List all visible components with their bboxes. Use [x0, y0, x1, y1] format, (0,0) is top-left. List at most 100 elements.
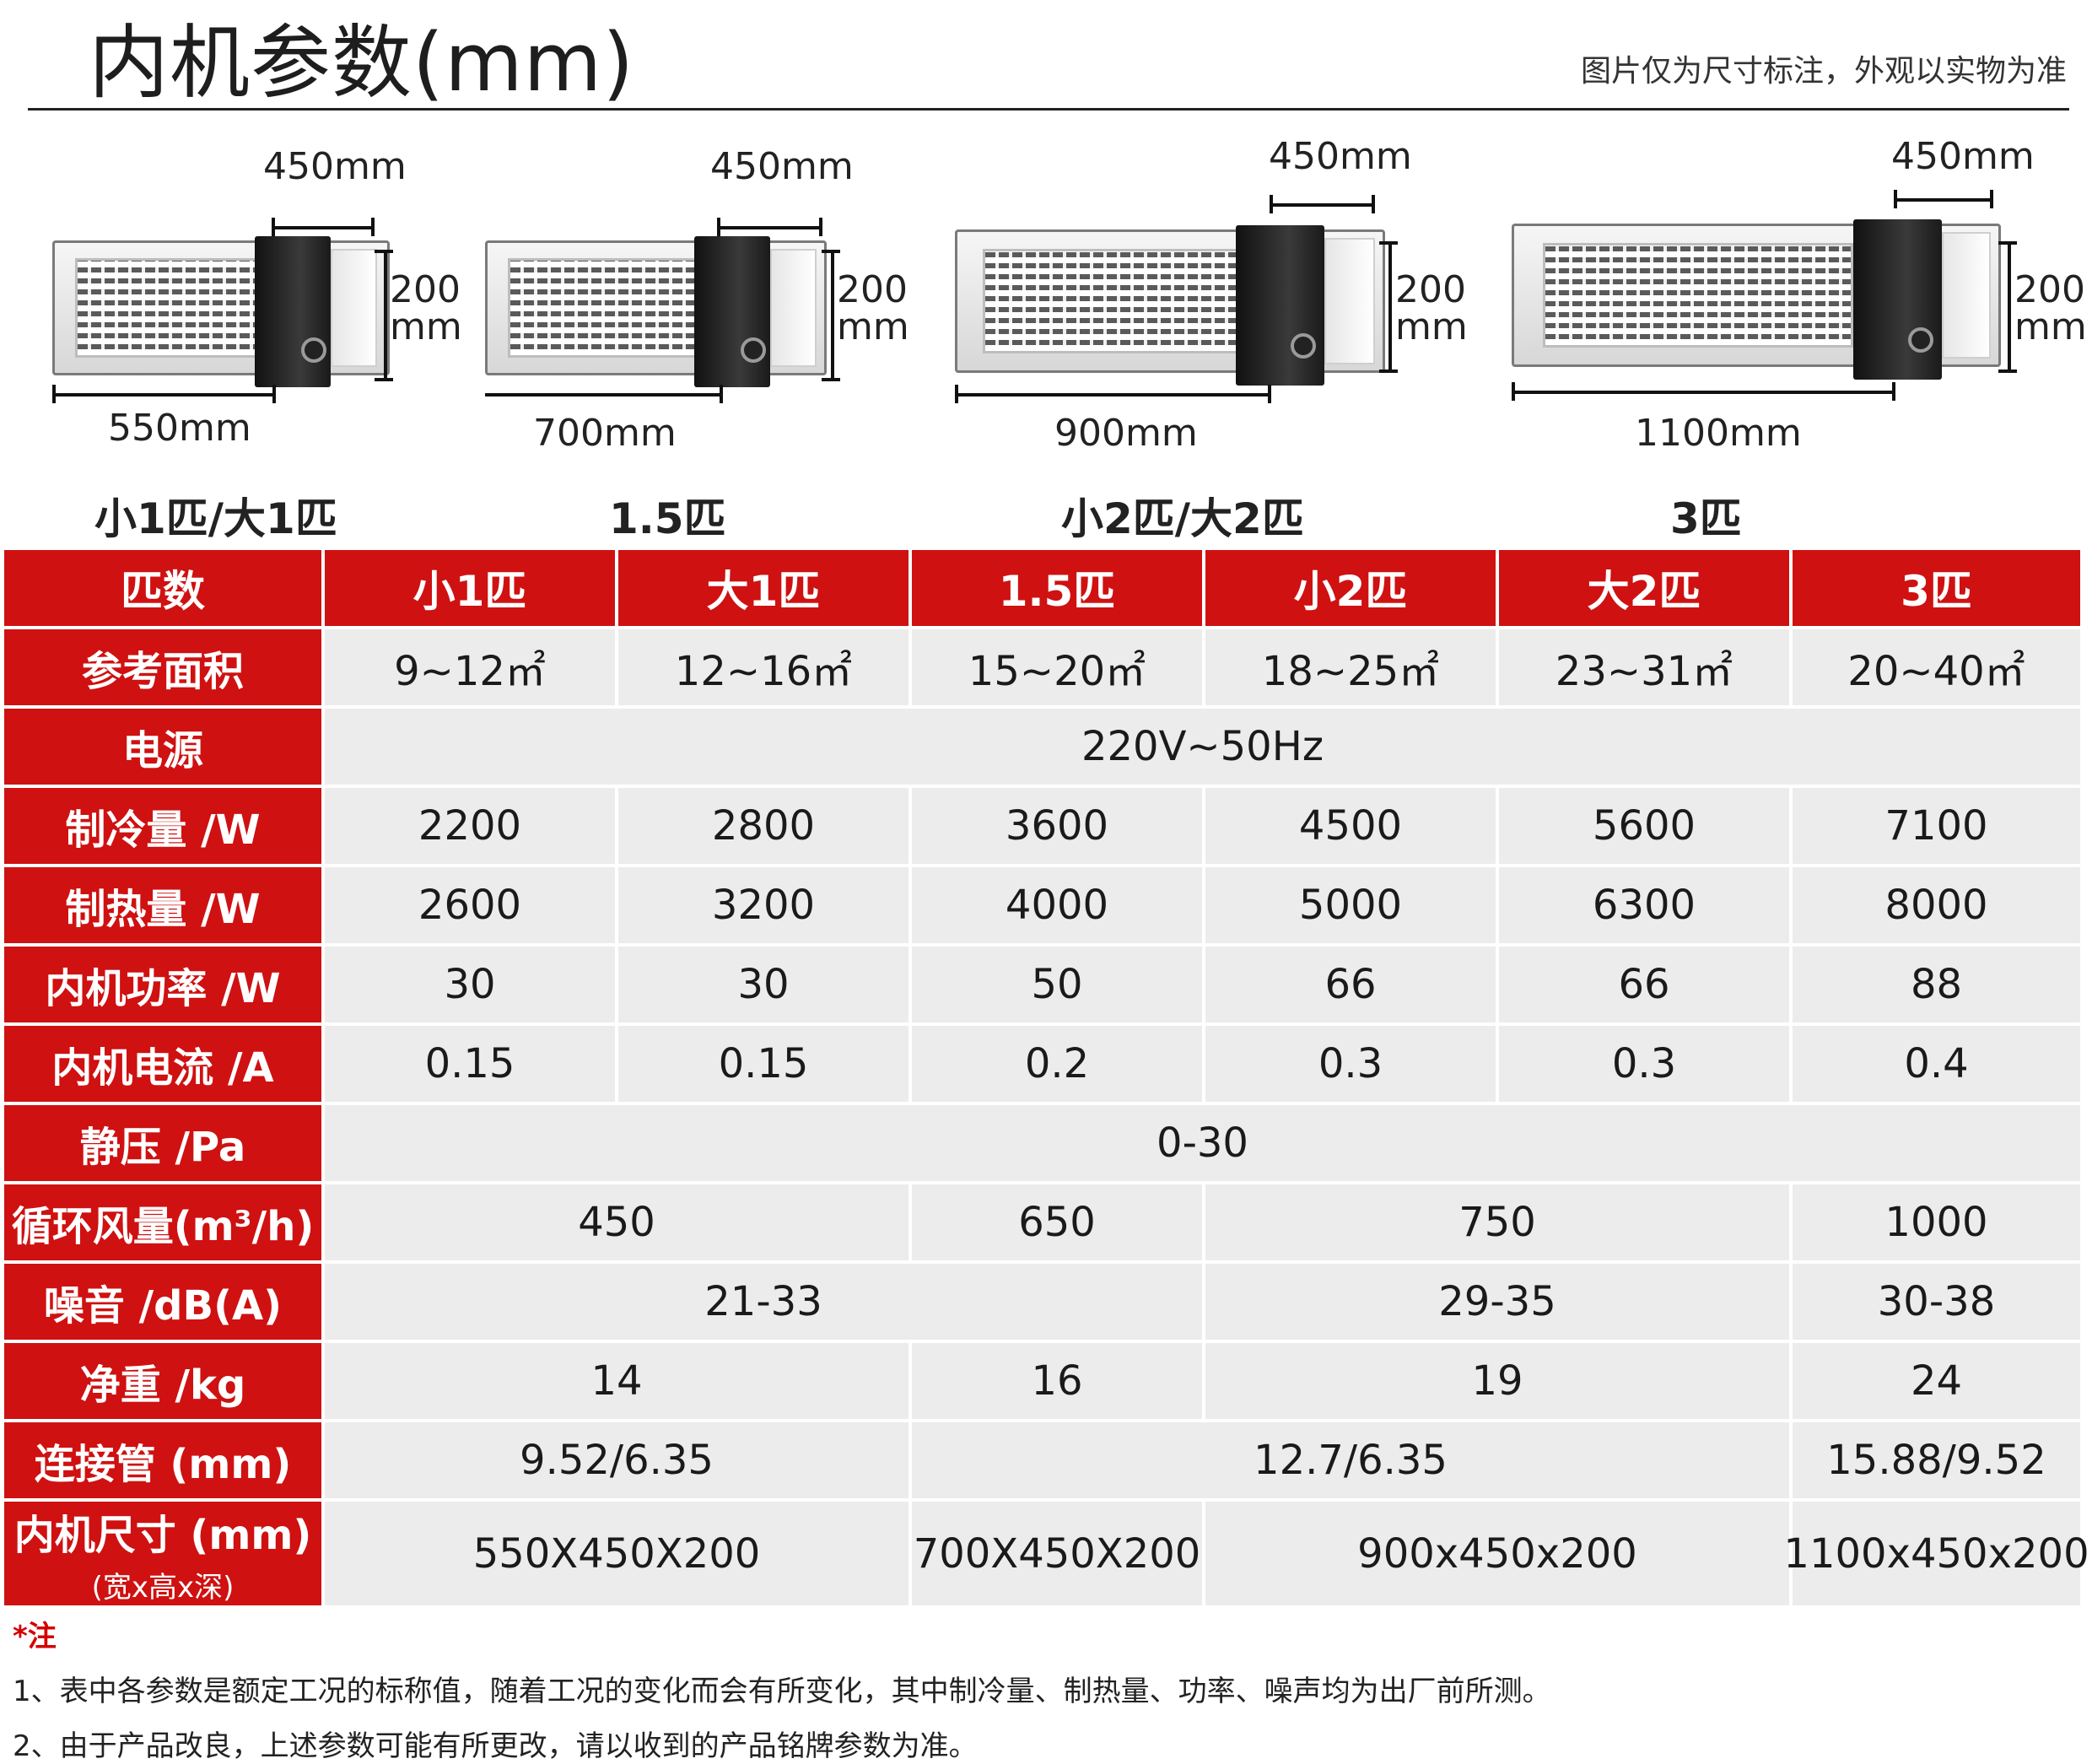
width-tick	[1512, 382, 1515, 401]
table-cell: 29-35	[1205, 1264, 1793, 1343]
product-figure-2	[485, 236, 827, 388]
table-cell: 2800	[618, 788, 912, 867]
table-cell: 30-38	[1793, 1264, 2084, 1343]
height-tick	[375, 250, 393, 253]
air-grille	[1543, 242, 1853, 348]
table-cell: 0.3	[1205, 1026, 1499, 1105]
width-tick	[1268, 385, 1271, 403]
table-cell: 4000	[912, 867, 1205, 947]
depth-tick	[1894, 190, 1897, 208]
product-figure-1	[52, 236, 390, 388]
table-header-cell: 1.5匹	[912, 550, 1205, 629]
row-label-weight: 净重 /kg	[4, 1343, 325, 1422]
table-cell: 9.52/6.35	[325, 1422, 912, 1502]
air-grille	[983, 248, 1247, 354]
depth-label: 450mm	[263, 145, 407, 188]
table-cell: 0.15	[325, 1026, 618, 1105]
row-label-cooling: 制冷量 /W	[4, 788, 325, 867]
table-cell: 66	[1499, 947, 1793, 1026]
table-cell: 0.2	[912, 1026, 1205, 1105]
table-cell: 66	[1205, 947, 1499, 1026]
depth-label: 450mm	[710, 145, 854, 188]
depth-label: 450mm	[1891, 135, 2035, 178]
height-tick	[375, 378, 393, 381]
notes-section: *注 1、表中各参数是额定工况的标称值，随着工况的变化而会有所变化，其中制冷量、…	[13, 1613, 2079, 1764]
table-cell: 6300	[1499, 867, 1793, 947]
air-grille	[507, 258, 704, 358]
width-tick	[720, 385, 723, 403]
table-cell: 5600	[1499, 788, 1793, 867]
model-label: 小2匹/大2匹	[1061, 494, 1304, 543]
side-panel	[1324, 238, 1375, 364]
product-figure-3	[955, 224, 1385, 386]
width-tick	[272, 385, 276, 403]
height-label-value: 200	[390, 268, 461, 311]
table-cell: 12~16㎡	[618, 629, 912, 709]
row-label-airflow: 循环风量(m³/h)	[4, 1184, 325, 1264]
width-label: 700mm	[533, 412, 677, 455]
table-cell: 8000	[1793, 867, 2084, 947]
table-cell: 21-33	[325, 1264, 1205, 1343]
table-cell: 24	[1793, 1343, 2084, 1422]
table-cell: 4500	[1205, 788, 1499, 867]
width-line	[1512, 391, 1895, 394]
side-panel	[770, 248, 817, 368]
table-cell: 15.88/9.52	[1793, 1422, 2084, 1502]
row-label-power-supply: 电源	[4, 709, 325, 788]
table-cell: 20~40㎡	[1793, 629, 2084, 709]
height-tick	[822, 250, 840, 253]
side-panel	[1942, 232, 1991, 359]
table-cell: 18~25㎡	[1205, 629, 1499, 709]
table-cell: 220V~50Hz	[325, 709, 2084, 788]
row-label-size: 内机尺寸 (mm) (宽x高x深)	[4, 1502, 325, 1609]
depth-tick	[717, 218, 720, 236]
width-line	[485, 393, 723, 396]
height-label-unit: mm	[2014, 305, 2087, 348]
height-label-unit: mm	[1395, 305, 1468, 348]
table-header-cell: 大1匹	[618, 550, 912, 629]
table-cell: 15~20㎡	[912, 629, 1205, 709]
electric-box	[694, 236, 770, 388]
width-tick	[1892, 382, 1895, 401]
table-cell: 650	[912, 1184, 1205, 1264]
table-cell: 2200	[325, 788, 618, 867]
depth-line	[1270, 203, 1375, 207]
electric-box	[1236, 224, 1324, 386]
side-panel	[331, 248, 377, 368]
product-figure-4	[1512, 218, 2001, 380]
note-line: 2、由于产品改良，上述参数可能有所更改，请以收到的产品铭牌参数为准。	[13, 1729, 978, 1763]
height-line	[1388, 243, 1392, 371]
depth-tick	[371, 218, 375, 236]
width-line	[52, 393, 276, 396]
depth-line	[272, 226, 375, 229]
depth-tick	[1372, 195, 1375, 213]
width-tick	[52, 385, 56, 403]
table-cell: 900x450x200	[1205, 1502, 1793, 1609]
row-label-heating: 制热量 /W	[4, 867, 325, 947]
table-cell: 23~31㎡	[1499, 629, 1793, 709]
height-label-unit: mm	[390, 305, 462, 348]
drain-knob	[1908, 326, 1933, 353]
row-label-power: 内机功率 /W	[4, 947, 325, 1026]
table-cell: 450	[325, 1184, 912, 1264]
table-cell: 19	[1205, 1343, 1793, 1422]
depth-tick	[272, 218, 275, 236]
drain-knob	[301, 337, 326, 364]
depth-tick	[819, 218, 822, 236]
electric-box	[1853, 218, 1942, 380]
image-disclaimer: 图片仅为尺寸标注，外观以实物为准	[1580, 54, 2067, 89]
row-label-size-subtext: (宽x高x深)	[91, 1571, 235, 1605]
table-cell: 700X450X200	[912, 1502, 1205, 1609]
height-line	[2008, 243, 2011, 371]
table-cell: 14	[325, 1343, 912, 1422]
table-cell: 0.15	[618, 1026, 912, 1105]
height-line	[384, 251, 387, 380]
table-cell: 0.3	[1499, 1026, 1793, 1105]
height-tick	[1998, 370, 2017, 373]
height-label-value: 200	[1395, 268, 1466, 311]
height-tick	[1998, 241, 2017, 245]
electric-box	[255, 236, 331, 388]
width-line	[955, 393, 1271, 396]
height-label-value: 200	[2014, 268, 2085, 311]
model-label: 1.5匹	[609, 494, 726, 543]
